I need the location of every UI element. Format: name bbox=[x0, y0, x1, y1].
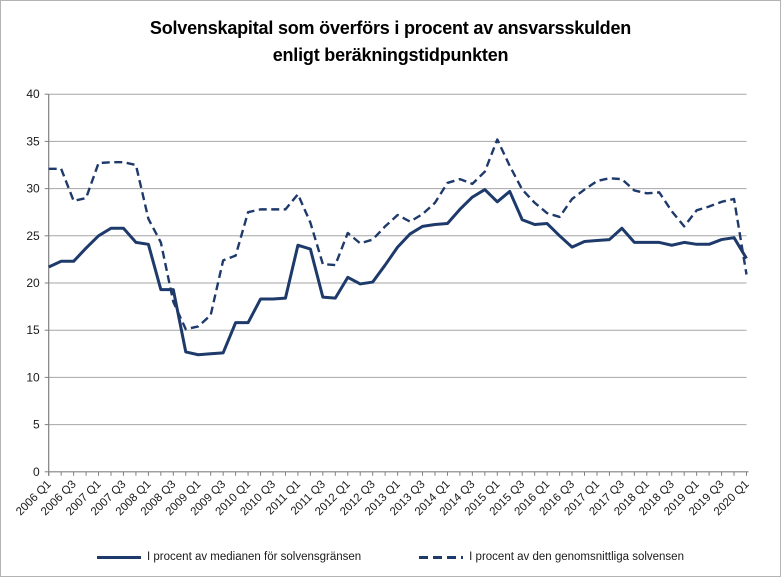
dashed-line-sample bbox=[419, 555, 464, 559]
y-axis-label: 10 bbox=[26, 370, 40, 384]
series-solid bbox=[48, 188, 748, 357]
y-axis-label: 30 bbox=[26, 182, 40, 196]
chart-title-line2: enligt beräkningstidpunkten bbox=[272, 45, 509, 65]
solid-line-sample bbox=[97, 555, 142, 559]
legend-label-dashed: I procent av den genomsnittliga solvense… bbox=[469, 551, 684, 563]
series-dashed bbox=[48, 138, 748, 331]
y-axis-label: 5 bbox=[33, 418, 40, 432]
y-axis-label: 25 bbox=[26, 229, 40, 243]
chart-title-line1: Solvenskapital som överförs i procent av… bbox=[149, 18, 632, 38]
y-axis-label: 40 bbox=[26, 87, 40, 101]
legend: I procent av medianen för solvensgränsen… bbox=[1, 551, 780, 563]
y-axis-label: 35 bbox=[26, 134, 40, 148]
legend-item-solid: I procent av medianen för solvensgränsen bbox=[97, 551, 361, 563]
y-axis-label: 0 bbox=[33, 465, 40, 479]
y-axis-label: 20 bbox=[26, 276, 40, 290]
legend-item-dashed: I procent av den genomsnittliga solvense… bbox=[419, 551, 684, 563]
chart-title: Solvenskapital som överförs i procent av… bbox=[1, 15, 780, 69]
legend-label-solid: I procent av medianen för solvensgränsen bbox=[147, 551, 362, 563]
y-axis-label: 15 bbox=[26, 323, 40, 337]
